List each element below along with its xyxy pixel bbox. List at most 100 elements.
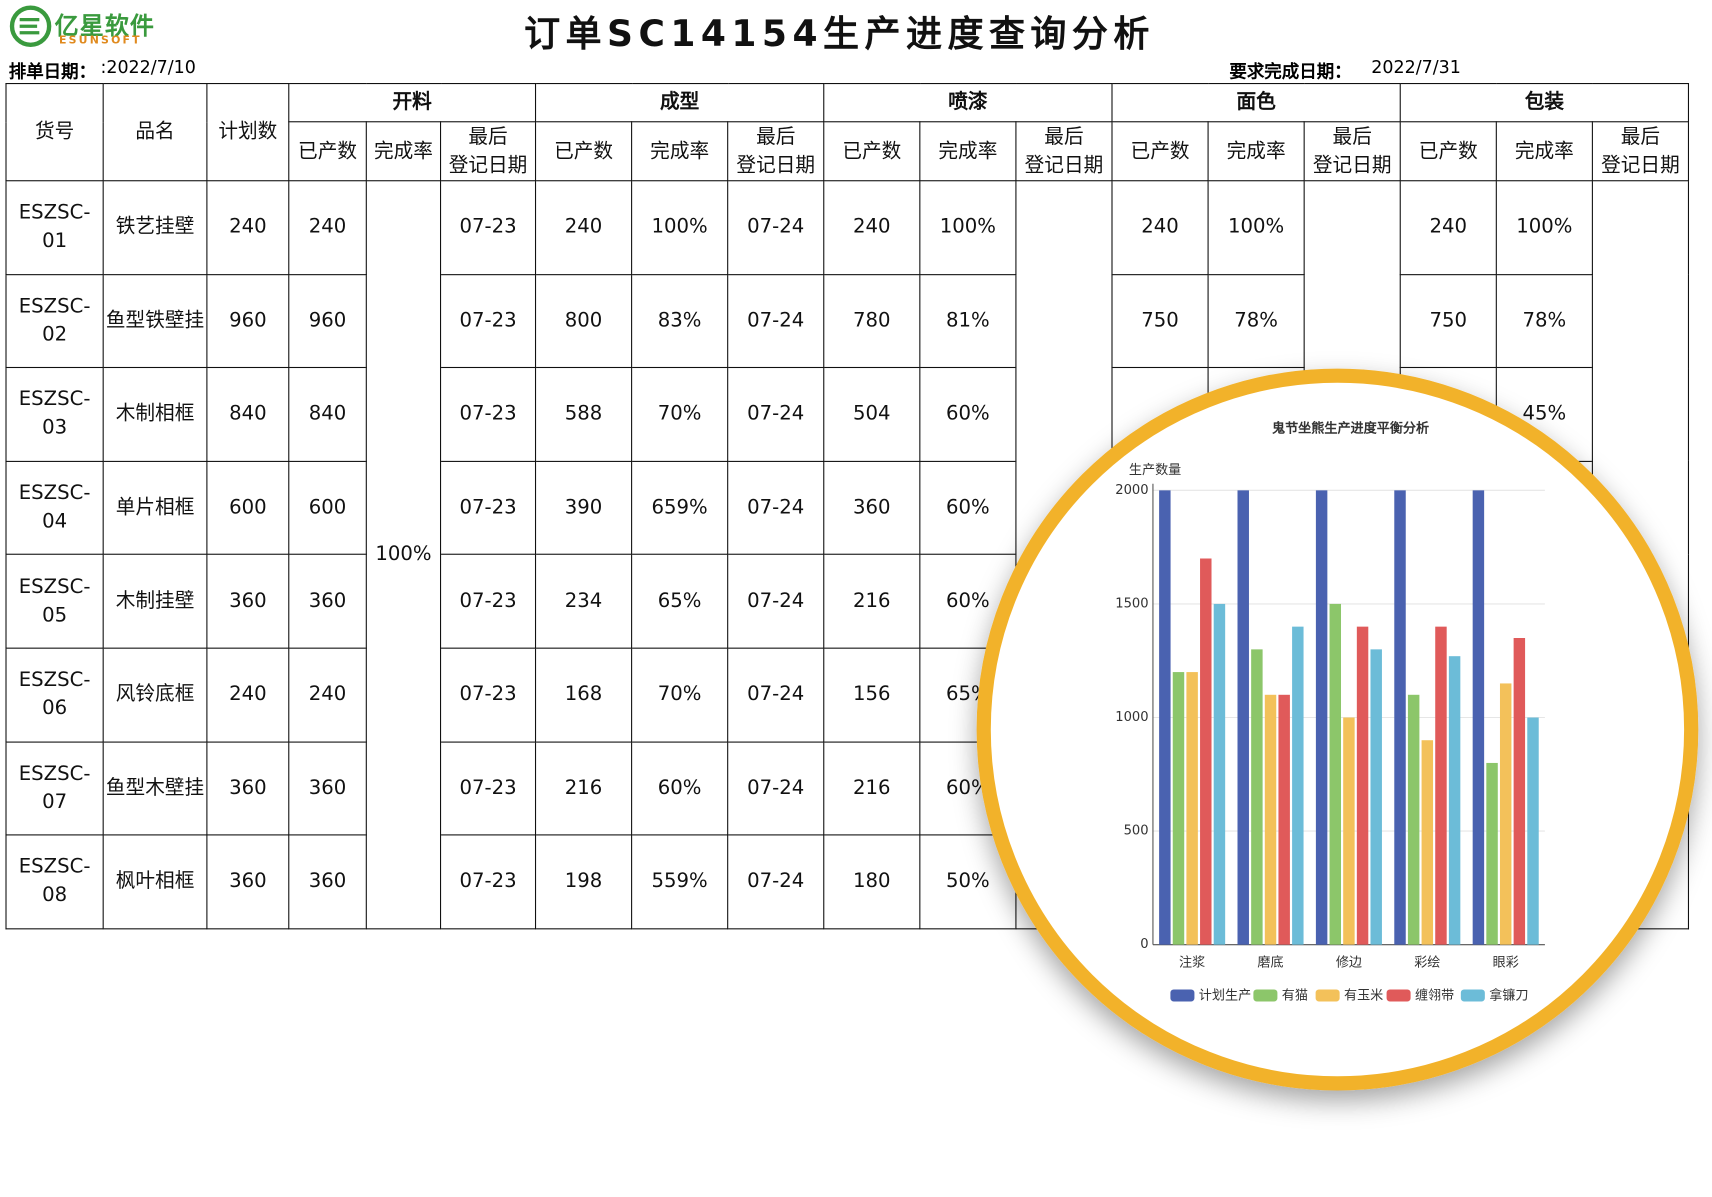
bar [1394, 490, 1406, 945]
y-tick-label: 2000 [1115, 483, 1148, 498]
bar [1499, 683, 1512, 945]
bar [1159, 490, 1171, 945]
table-cell: 65% [631, 554, 729, 649]
sub-header: 已产数 [1111, 121, 1209, 182]
table-cell: 木制相框 [102, 367, 208, 462]
table-cell: 70% [631, 367, 729, 462]
table-cell: 07-24 [727, 367, 825, 462]
table-cell: 50% [919, 834, 1017, 930]
legend-swatch [1386, 989, 1411, 1002]
table-cell: 600 [206, 460, 290, 556]
table-cell: 240 [206, 180, 290, 275]
bar [1329, 603, 1342, 945]
table-cell: 07-23 [439, 834, 537, 930]
column-header: 计划数 [206, 82, 290, 182]
table-cell: 100% [1207, 180, 1305, 275]
table-cell: 960 [288, 273, 367, 369]
table-cell: 156 [823, 647, 921, 743]
legend-label: 缠翎带 [1415, 986, 1454, 1003]
order-date-label: 排单日期： [8, 61, 97, 82]
table-cell: 360 [823, 460, 921, 556]
table-cell: 168 [534, 647, 633, 743]
title: 订单SC14154生产进度查询分析 [524, 12, 1155, 55]
table-cell: 588 [534, 367, 633, 462]
x-tick-label: 修边 [1336, 955, 1362, 971]
x-tick-label: 眼彩 [1493, 955, 1519, 971]
bar [1264, 694, 1277, 945]
table-cell: 960 [206, 273, 290, 369]
bar [1237, 490, 1249, 945]
bar [1186, 672, 1198, 945]
table-cell: 枫叶相框 [102, 834, 208, 930]
column-header: 品名 [102, 82, 208, 182]
x-tick-label: 注浆 [1179, 955, 1205, 971]
table-cell: 07-24 [727, 180, 825, 275]
legend-label: 有玉米 [1344, 987, 1383, 1003]
table-cell: ESZSC-01 [5, 180, 104, 275]
x-tick-label: 彩绘 [1414, 955, 1440, 971]
table-cell: ESZSC-08 [5, 834, 104, 930]
bar [1343, 717, 1355, 945]
table-cell: 600 [288, 460, 367, 556]
sub-header: 已产数 [534, 121, 633, 182]
table-cell: 07-24 [727, 834, 825, 930]
sub-header: 最后 登记日期 [1015, 121, 1113, 182]
table-cell: 70% [631, 647, 729, 743]
table-cell: 216 [823, 741, 921, 836]
table-cell: 07-23 [439, 273, 537, 369]
legend-swatch [1170, 989, 1195, 1002]
sub-header: 最后 登记日期 [1303, 121, 1401, 182]
table-cell: 07-23 [439, 554, 537, 649]
bar [1213, 603, 1226, 945]
bar [1486, 762, 1498, 945]
logo-en: ESUNSOFT [58, 34, 142, 47]
legend-label: 拿镰刀 [1489, 986, 1528, 1003]
sub-header: 完成率 [1495, 121, 1593, 182]
sub-header: 最后 登记日期 [727, 121, 825, 182]
sub-header: 完成率 [631, 121, 729, 182]
table-cell: 78% [1207, 273, 1305, 369]
bar [1448, 656, 1461, 945]
table-cell: ESZSC-06 [5, 647, 104, 743]
bar [1421, 740, 1434, 945]
table-cell: 840 [206, 367, 290, 462]
bar [1172, 672, 1185, 945]
sub-header: 完成率 [1207, 121, 1305, 182]
legend-label: 有猫 [1282, 987, 1308, 1003]
table-cell: ESZSC-04 [5, 460, 104, 556]
sub-header: 已产数 [823, 121, 921, 182]
table-cell: 360 [288, 741, 367, 836]
table-cell: 198 [534, 834, 633, 930]
merged-rate: 100% [365, 180, 442, 930]
logo-cn: 亿星软件 [54, 13, 156, 41]
table-cell: 60% [919, 460, 1017, 556]
table-cell: 840 [288, 367, 367, 462]
bar [1513, 638, 1526, 945]
column-header: 货号 [5, 82, 104, 182]
table-cell: 81% [919, 273, 1017, 369]
table-cell: 360 [206, 554, 290, 649]
table-cell: ESZSC-07 [5, 741, 104, 836]
legend-label: 计划生产 [1199, 987, 1251, 1003]
due-date-label: 要求完成日期： [1229, 61, 1352, 82]
legend-swatch [1315, 989, 1340, 1002]
sub-header: 最后 登记日期 [1591, 121, 1690, 182]
bar [1315, 490, 1328, 945]
table-cell: 鱼型铁壁挂 [102, 273, 208, 369]
table-cell: ESZSC-02 [5, 273, 104, 369]
x-tick-label: 磨底 [1257, 955, 1283, 971]
table-cell: 07-24 [727, 273, 825, 369]
bar [1407, 694, 1420, 945]
y-tick-label: 500 [1124, 824, 1149, 839]
table-cell: 390 [534, 460, 633, 556]
bar [1435, 626, 1447, 945]
y-tick-label: 0 [1140, 937, 1148, 952]
table-cell: 750 [1399, 273, 1497, 369]
table-cell: 360 [288, 554, 367, 649]
table-cell: 216 [823, 554, 921, 649]
due-date: 2022/7/31 [1371, 56, 1461, 78]
sub-header: 最后 登记日期 [439, 121, 537, 182]
